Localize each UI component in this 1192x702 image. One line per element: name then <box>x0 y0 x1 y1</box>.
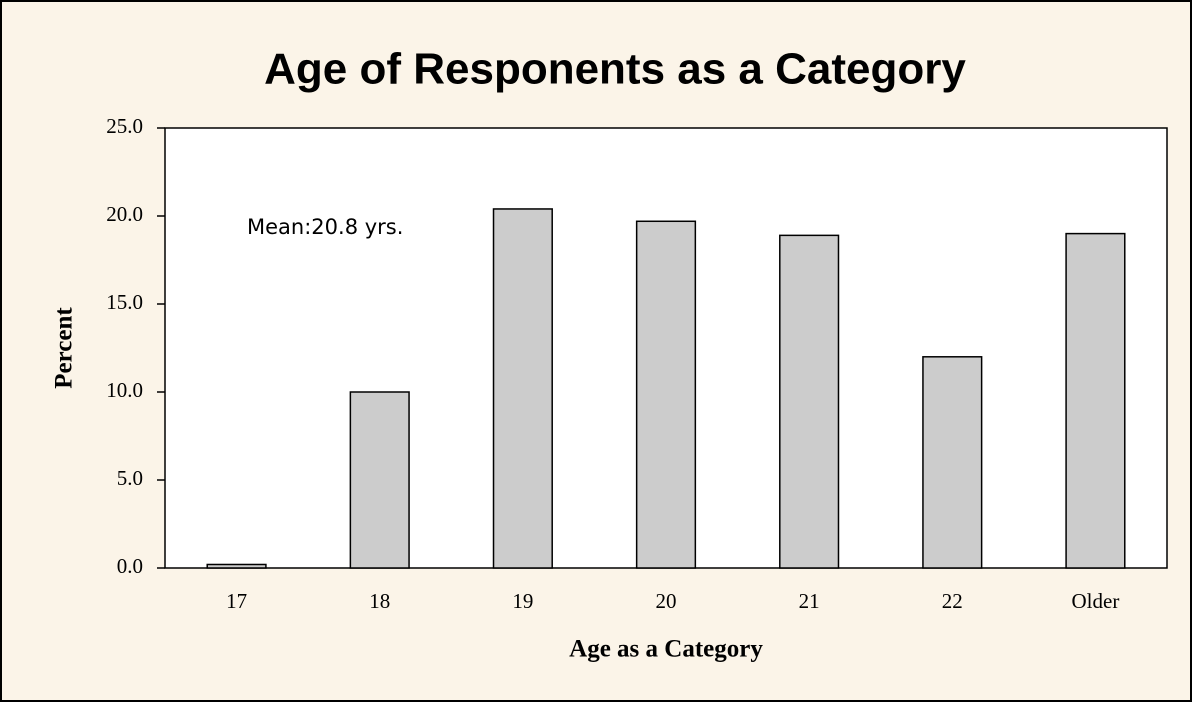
x-tick-label: 22 <box>942 589 963 613</box>
x-tick-label: Older <box>1072 589 1120 613</box>
bar <box>779 234 840 569</box>
bar <box>1065 232 1126 569</box>
bar <box>922 356 983 569</box>
bar <box>206 563 267 569</box>
y-tick-label: 10.0 <box>106 378 143 402</box>
bar <box>635 220 697 569</box>
x-tick-label: 21 <box>799 589 820 613</box>
x-tick-label: 18 <box>369 589 390 613</box>
chart-title: Age of Responents as a Category <box>264 45 966 94</box>
annotation: Mean:20.8 yrs. <box>247 215 403 239</box>
bar <box>492 208 553 569</box>
y-tick-label: 25.0 <box>106 114 143 138</box>
x-tick-label: 19 <box>512 589 533 613</box>
x-tick-label: 20 <box>656 589 677 613</box>
y-tick-label: 0.0 <box>117 554 143 578</box>
y-tick-label: 5.0 <box>117 466 143 490</box>
x-tick-label: 17 <box>226 589 247 613</box>
y-tick-label: 20.0 <box>106 202 143 226</box>
x-axis-label: Age as a Category <box>569 636 763 663</box>
y-tick-label: 15.0 <box>106 290 143 314</box>
y-axis-label: Percent <box>51 307 78 389</box>
bar <box>349 391 410 569</box>
